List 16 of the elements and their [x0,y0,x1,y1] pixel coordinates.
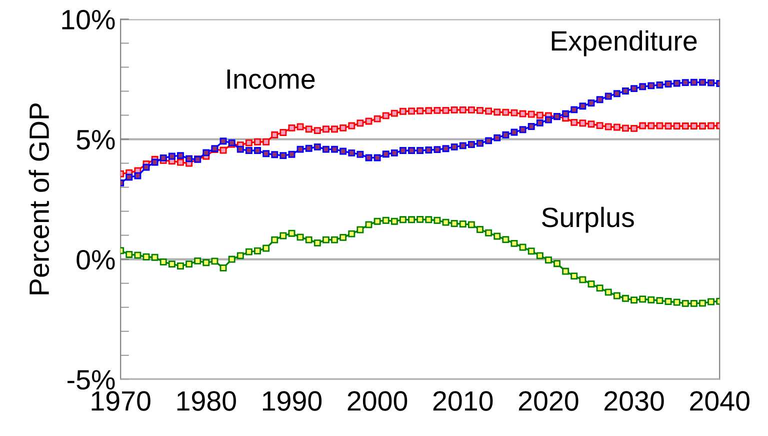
y-tick-label: 5% [76,130,115,150]
y-tick-label: 0% [76,250,115,270]
x-tick-label: 1980 [177,391,236,411]
y-tick-label: -5% [68,370,115,390]
y-axis-title: Percent of GDP [28,103,50,294]
x-tick-label: 1970 [92,391,150,411]
x-tick-label: 2040 [690,391,750,411]
series-label: Surplus [542,206,634,233]
x-tick-label: 2020 [518,391,578,411]
series-label: Expenditure [552,30,697,56]
x-tick-label: 2030 [604,391,664,411]
y-tick-label: 10% [62,10,115,30]
x-tick-label: 2000 [348,391,408,411]
x-tick-label: 2010 [433,391,493,411]
x-tick-label: 1990 [262,391,322,411]
series-label: Income [227,70,315,89]
